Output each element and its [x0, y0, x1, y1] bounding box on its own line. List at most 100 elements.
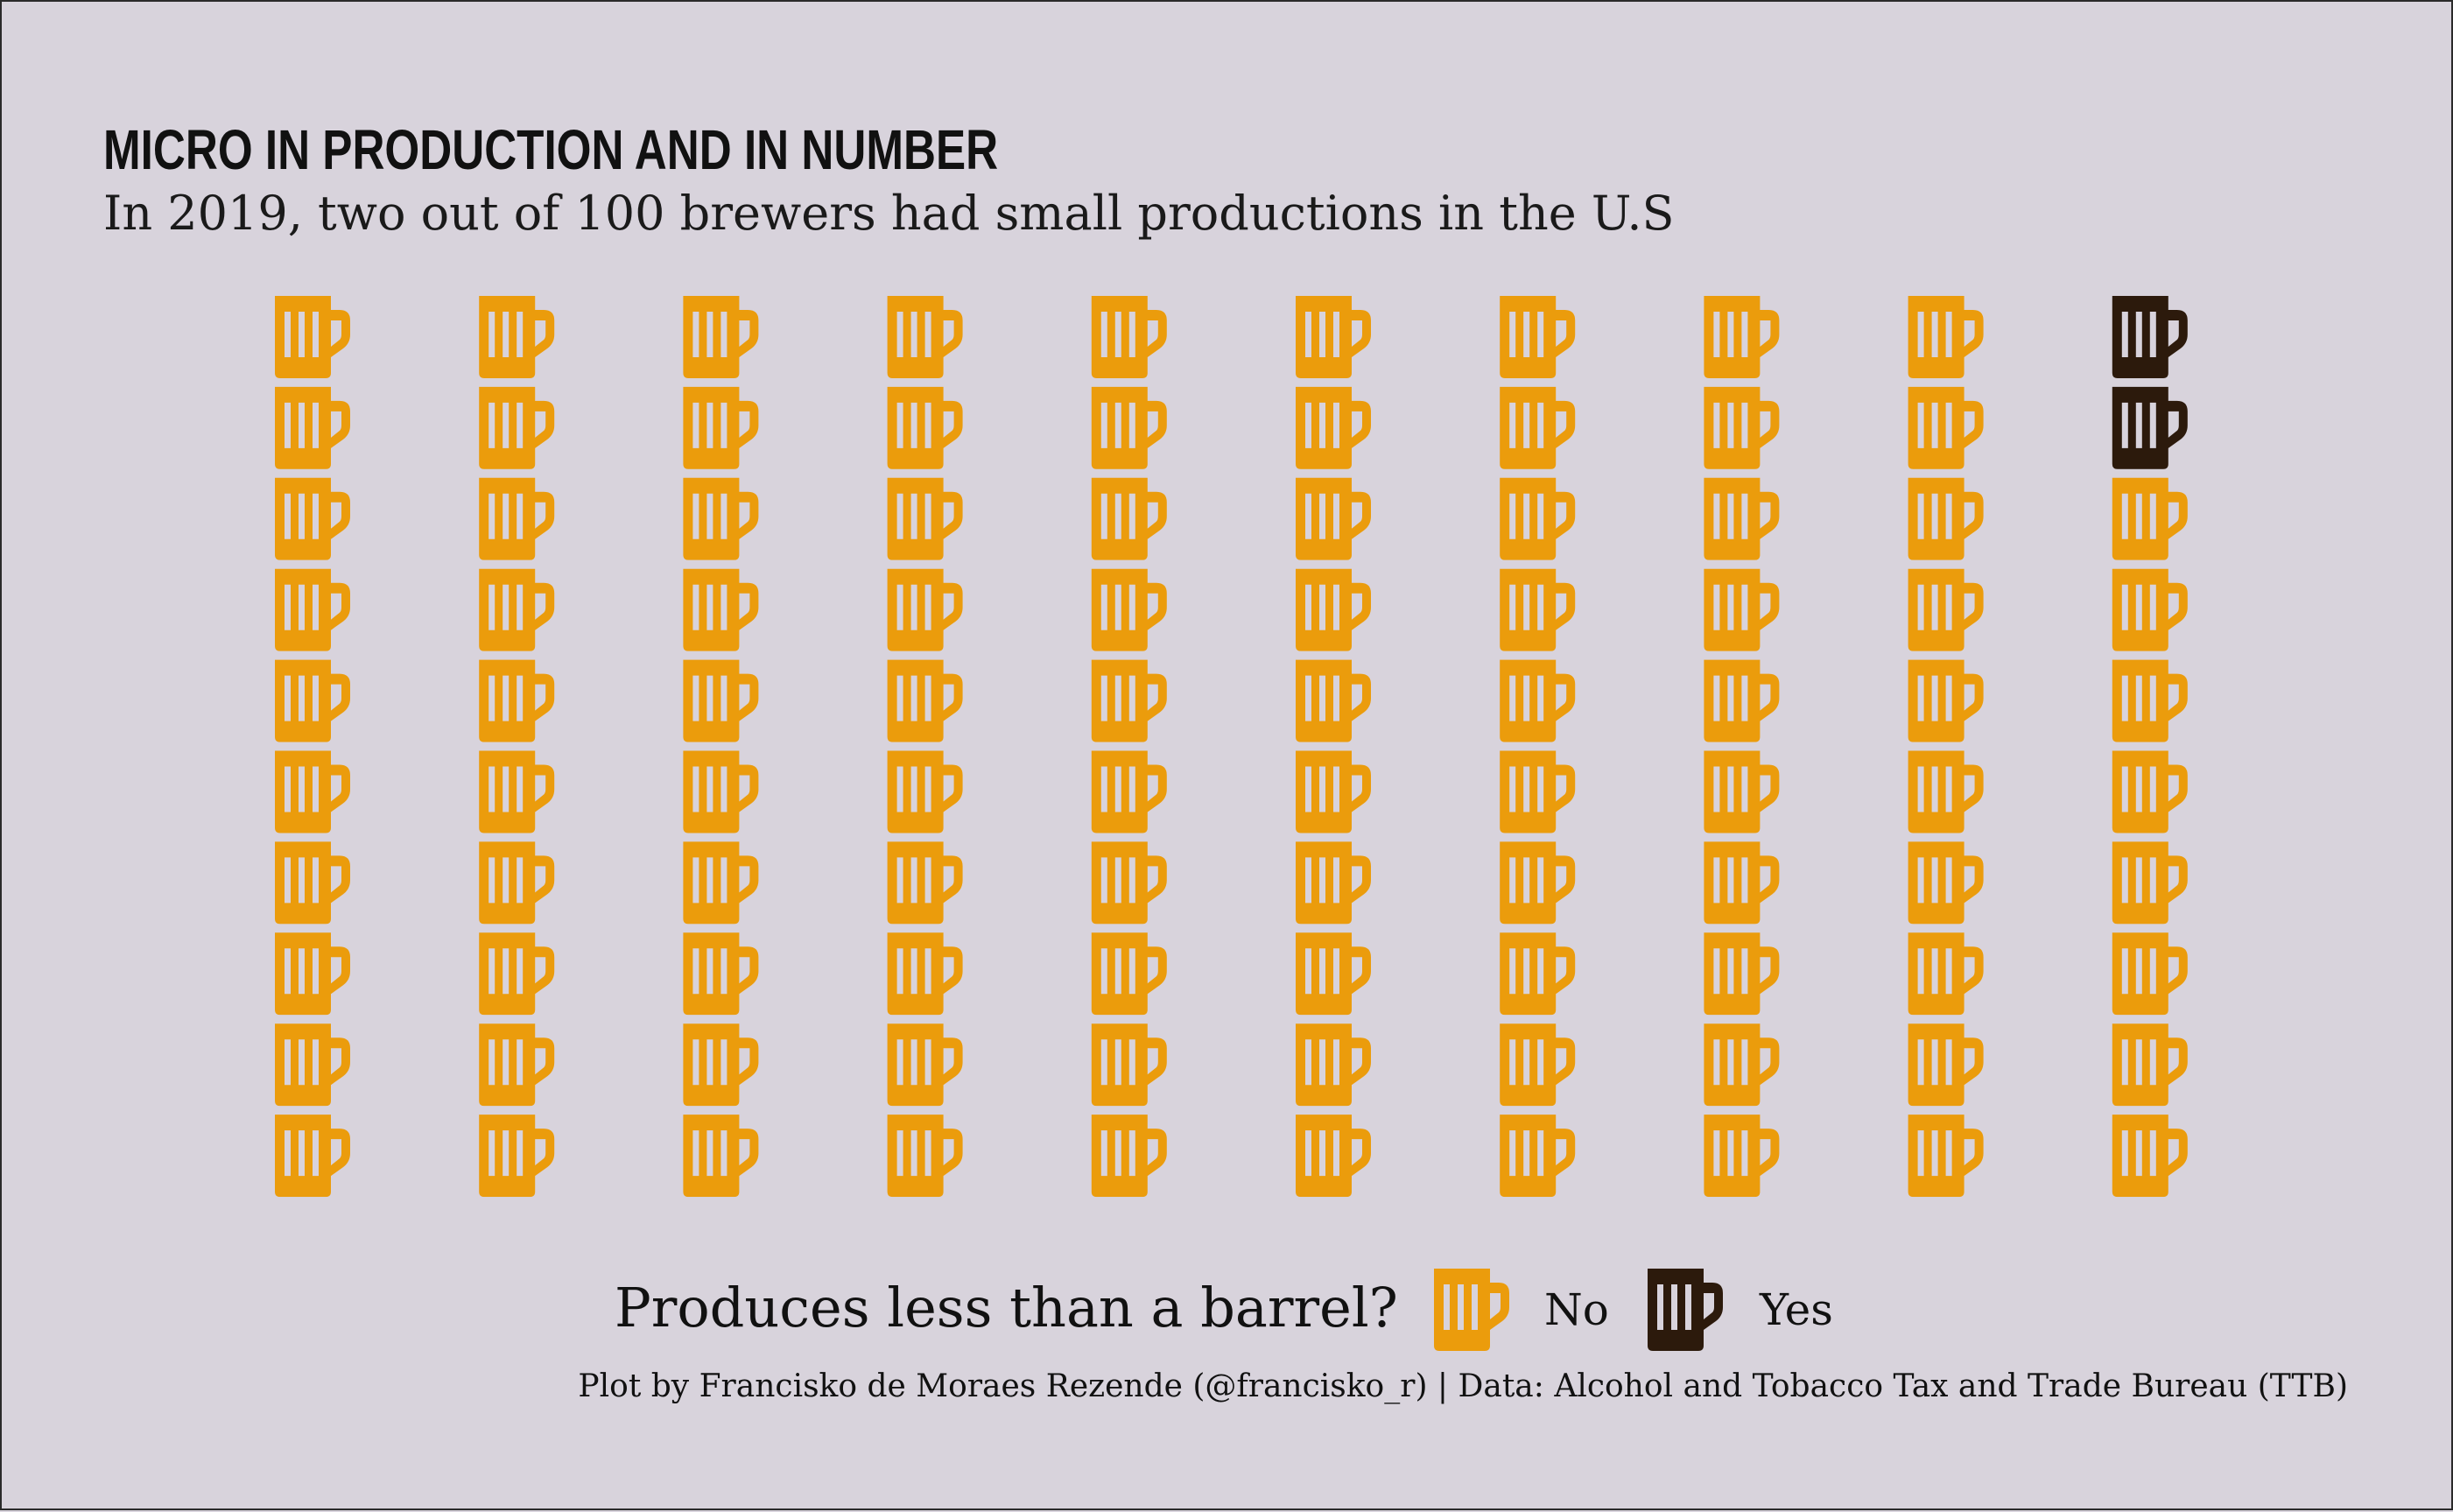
waffle-cell-no-beer-mug-icon — [683, 568, 759, 651]
waffle-cell-no-beer-mug-icon — [1091, 386, 1167, 469]
waffle-cell-no-beer-mug-icon — [683, 1115, 759, 1198]
chart-subtitle: In 2019, two out of 100 brewers had smal… — [103, 186, 1675, 241]
waffle-cell-no-beer-mug-icon — [887, 568, 963, 651]
waffle-cell-no-beer-mug-icon — [1296, 568, 1371, 651]
waffle-cell-no-beer-mug-icon — [683, 386, 759, 469]
waffle-cell-no-beer-mug-icon — [1500, 1023, 1576, 1107]
waffle-cell-no-beer-mug-icon — [1704, 477, 1780, 560]
legend-title: Produces less than a barrel? — [615, 1276, 1398, 1340]
waffle-cell-no-beer-mug-icon — [1908, 932, 1984, 1016]
waffle-cell-no-beer-mug-icon — [275, 386, 350, 469]
waffle-cell-no-beer-mug-icon — [275, 932, 350, 1016]
chart-caption: Plot by Francisko de Moraes Rezende (@fr… — [578, 1368, 2348, 1404]
waffle-cell-no-beer-mug-icon — [1500, 568, 1576, 651]
waffle-cell-no-beer-mug-icon — [1500, 386, 1576, 469]
waffle-cell-no-beer-mug-icon — [479, 296, 555, 378]
waffle-cell-no-beer-mug-icon — [1908, 477, 1984, 560]
waffle-cell-no-beer-mug-icon — [1704, 1115, 1780, 1198]
waffle-cell-no-beer-mug-icon — [1704, 1023, 1780, 1107]
waffle-cell-no-beer-mug-icon — [2112, 659, 2188, 742]
waffle-cell-no-beer-mug-icon — [887, 386, 963, 469]
waffle-cell-no-beer-mug-icon — [887, 477, 963, 560]
waffle-cell-no-beer-mug-icon — [2112, 1023, 2188, 1107]
waffle-cell-no-beer-mug-icon — [1908, 659, 1984, 742]
waffle-cell-no-beer-mug-icon — [1500, 932, 1576, 1016]
waffle-cell-no-beer-mug-icon — [1908, 296, 1984, 378]
waffle-cell-no-beer-mug-icon — [1091, 932, 1167, 1016]
waffle-cell-no-beer-mug-icon — [1908, 1023, 1984, 1107]
waffle-cell-no-beer-mug-icon — [1296, 477, 1371, 560]
waffle-cell-no-beer-mug-icon — [479, 386, 555, 469]
waffle-cell-no-beer-mug-icon — [1908, 386, 1984, 469]
legend-label-yes: Yes — [1760, 1284, 1833, 1335]
waffle-cell-no-beer-mug-icon — [1908, 568, 1984, 651]
waffle-cell-yes-beer-mug-icon — [2112, 386, 2188, 469]
waffle-cell-no-beer-mug-icon — [1500, 750, 1576, 833]
waffle-cell-no-beer-mug-icon — [887, 1115, 963, 1198]
waffle-cell-no-beer-mug-icon — [1908, 750, 1984, 833]
waffle-cell-no-beer-mug-icon — [887, 296, 963, 378]
waffle-cell-no-beer-mug-icon — [2112, 841, 2188, 925]
waffle-cell-no-beer-mug-icon — [683, 659, 759, 742]
waffle-cell-no-beer-mug-icon — [683, 477, 759, 560]
waffle-cell-no-beer-mug-icon — [275, 296, 350, 378]
waffle-cell-no-beer-mug-icon — [479, 841, 555, 925]
waffle-cell-no-beer-mug-icon — [1908, 841, 1984, 925]
waffle-cell-no-beer-mug-icon — [275, 750, 350, 833]
waffle-cell-no-beer-mug-icon — [887, 750, 963, 833]
waffle-cell-no-beer-mug-icon — [887, 1023, 963, 1107]
waffle-cell-no-beer-mug-icon — [683, 750, 759, 833]
waffle-cell-no-beer-mug-icon — [1091, 750, 1167, 833]
waffle-cell-no-beer-mug-icon — [1296, 659, 1371, 742]
waffle-cell-no-beer-mug-icon — [1704, 932, 1780, 1016]
waffle-cell-no-beer-mug-icon — [2112, 477, 2188, 560]
waffle-cell-no-beer-mug-icon — [1091, 296, 1167, 378]
waffle-cell-no-beer-mug-icon — [275, 659, 350, 742]
waffle-cell-no-beer-mug-icon — [479, 659, 555, 742]
waffle-cell-no-beer-mug-icon — [1296, 932, 1371, 1016]
waffle-cell-no-beer-mug-icon — [683, 296, 759, 378]
legend-label-no: No — [1544, 1284, 1609, 1335]
waffle-cell-no-beer-mug-icon — [683, 1023, 759, 1107]
waffle-cell-yes-beer-mug-icon — [2112, 296, 2188, 378]
waffle-cell-no-beer-mug-icon — [1091, 1115, 1167, 1198]
waffle-cell-no-beer-mug-icon — [479, 750, 555, 833]
waffle-cell-no-beer-mug-icon — [1296, 750, 1371, 833]
waffle-cell-no-beer-mug-icon — [1704, 841, 1780, 925]
waffle-cell-no-beer-mug-icon — [887, 932, 963, 1016]
waffle-cell-no-beer-mug-icon — [2112, 750, 2188, 833]
waffle-cell-no-beer-mug-icon — [1704, 296, 1780, 378]
waffle-cell-no-beer-mug-icon — [479, 568, 555, 651]
waffle-cell-no-beer-mug-icon — [1704, 568, 1780, 651]
waffle-cell-no-beer-mug-icon — [1500, 477, 1576, 560]
waffle-cell-no-beer-mug-icon — [479, 1023, 555, 1107]
waffle-cell-no-beer-mug-icon — [2112, 932, 2188, 1016]
waffle-cell-no-beer-mug-icon — [2112, 568, 2188, 651]
waffle-cell-no-beer-mug-icon — [1296, 296, 1371, 378]
waffle-cell-no-beer-mug-icon — [1500, 841, 1576, 925]
waffle-cell-no-beer-mug-icon — [1296, 841, 1371, 925]
waffle-cell-no-beer-mug-icon — [1500, 296, 1576, 378]
waffle-cell-no-beer-mug-icon — [275, 1023, 350, 1107]
waffle-cell-no-beer-mug-icon — [1091, 1023, 1167, 1107]
waffle-cell-no-beer-mug-icon — [1296, 386, 1371, 469]
chart-title: MICRO IN PRODUCTION AND IN NUMBER — [103, 118, 999, 181]
waffle-cell-no-beer-mug-icon — [1091, 659, 1167, 742]
waffle-cell-no-beer-mug-icon — [275, 841, 350, 925]
waffle-cell-no-beer-mug-icon — [2112, 1115, 2188, 1198]
waffle-cell-no-beer-mug-icon — [1908, 1115, 1984, 1198]
waffle-cell-no-beer-mug-icon — [275, 568, 350, 651]
waffle-cell-no-beer-mug-icon — [1091, 477, 1167, 560]
waffle-cell-no-beer-mug-icon — [275, 1115, 350, 1198]
waffle-cell-no-beer-mug-icon — [1704, 386, 1780, 469]
legend-no-beer-mug-icon — [1427, 1267, 1511, 1351]
waffle-cell-no-beer-mug-icon — [479, 932, 555, 1016]
waffle-cell-no-beer-mug-icon — [1296, 1115, 1371, 1198]
legend-yes-beer-mug-icon — [1641, 1267, 1725, 1351]
waffle-cell-no-beer-mug-icon — [1500, 659, 1576, 742]
waffle-cell-no-beer-mug-icon — [1091, 841, 1167, 925]
waffle-cell-no-beer-mug-icon — [479, 477, 555, 560]
waffle-cell-no-beer-mug-icon — [1500, 1115, 1576, 1198]
waffle-cell-no-beer-mug-icon — [683, 841, 759, 925]
